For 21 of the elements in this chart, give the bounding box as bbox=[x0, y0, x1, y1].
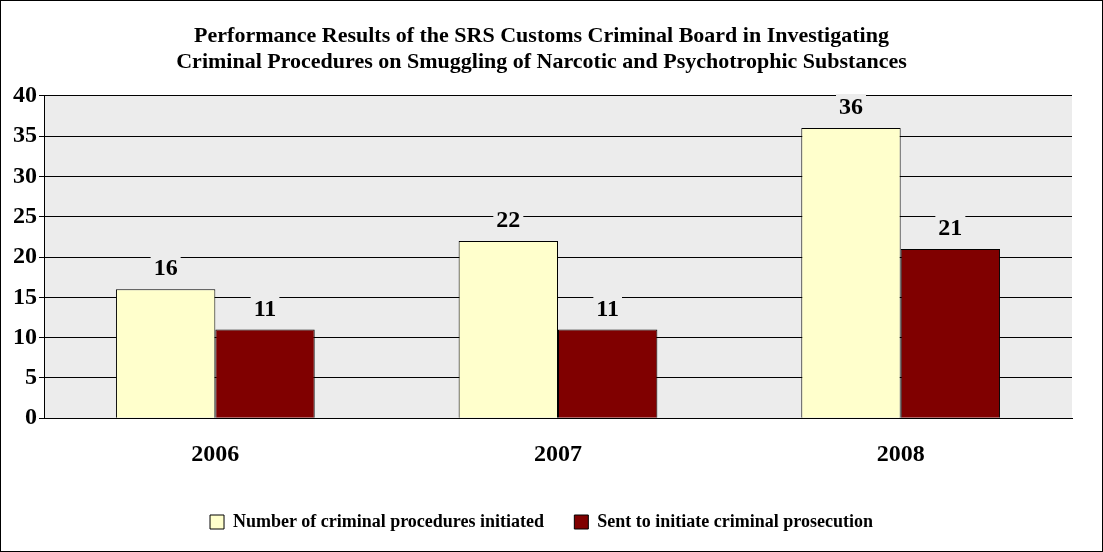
legend-label: Sent to initiate criminal prosecution bbox=[597, 510, 873, 531]
data-label: 11 bbox=[253, 294, 277, 321]
x-tick-label: 2007 bbox=[534, 439, 582, 466]
y-tick-label: 30 bbox=[13, 161, 37, 188]
y-tick-label: 0 bbox=[25, 403, 37, 430]
y-tick-label: 40 bbox=[13, 81, 37, 107]
y-tick-label: 35 bbox=[13, 121, 37, 148]
y-tick-label: 20 bbox=[13, 242, 37, 269]
y-tick-label: 25 bbox=[13, 201, 37, 228]
y-tick-label: 10 bbox=[13, 322, 37, 349]
legend-label: Number of criminal procedures initiated bbox=[233, 510, 544, 531]
data-label: 16 bbox=[153, 254, 178, 281]
data-label: 11 bbox=[596, 294, 620, 321]
x-tick-label: 2008 bbox=[876, 439, 925, 466]
y-tick-label: 5 bbox=[25, 363, 37, 390]
x-tick-label: 2006 bbox=[191, 439, 240, 466]
data-label: 36 bbox=[838, 93, 863, 120]
data-label: 21 bbox=[938, 214, 963, 241]
data-label: 22 bbox=[496, 206, 521, 233]
y-tick-label: 15 bbox=[13, 282, 37, 309]
chart-title: Performance Results of the SRS Customs Criminal Board in Investigating Criminal Procedures on Smuggling of Narcotic and Psychotrophic Substances bbox=[176, 21, 908, 74]
